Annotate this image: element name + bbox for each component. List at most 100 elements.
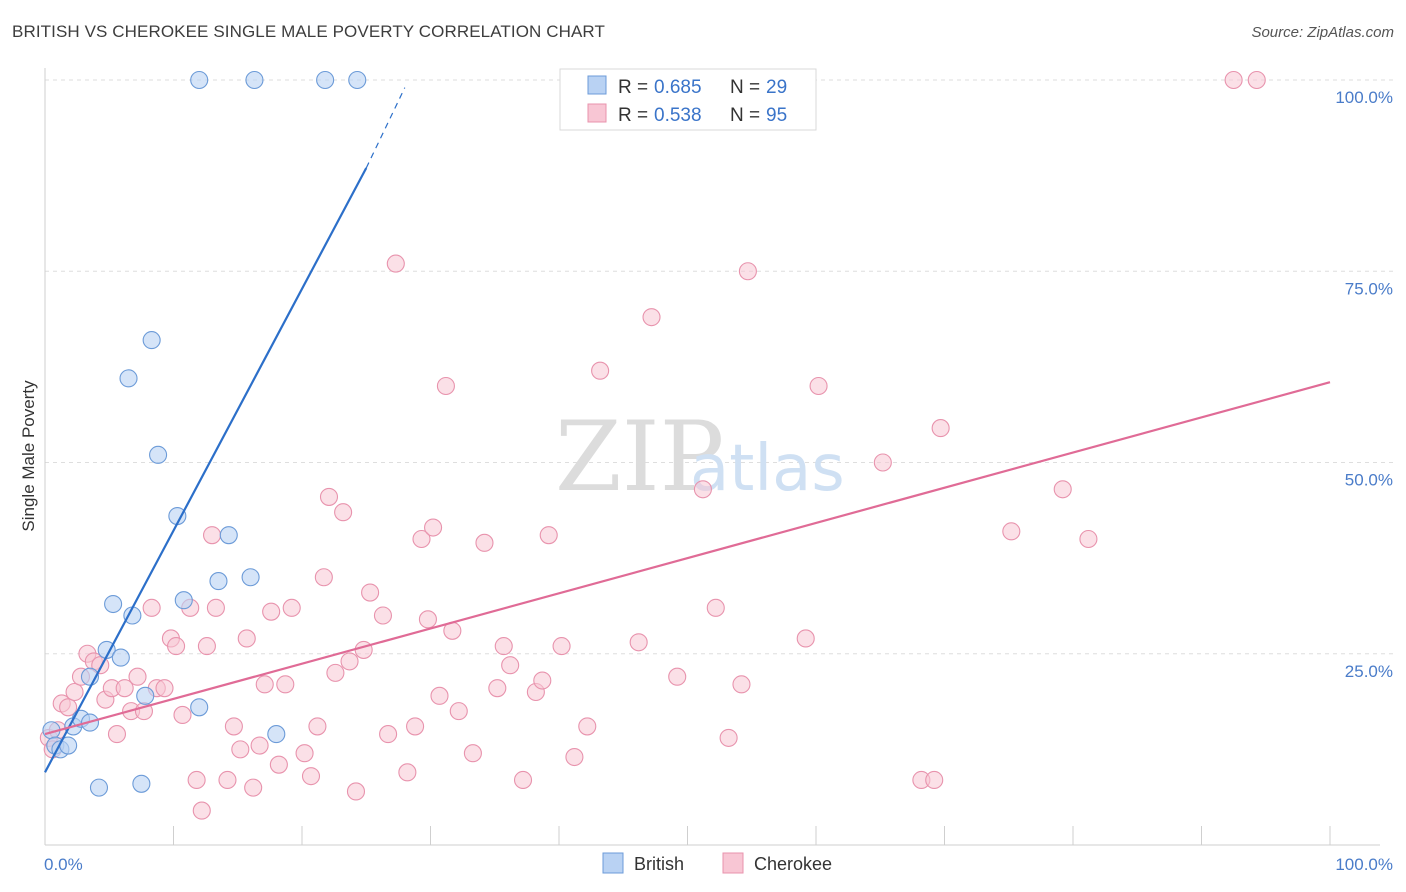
british-point-26 bbox=[267, 725, 286, 744]
y-tick-label-50: 50.0% bbox=[1345, 471, 1393, 490]
cherokee-point-51 bbox=[373, 606, 393, 625]
cherokee-point-77 bbox=[642, 308, 661, 327]
cherokee-point-66 bbox=[494, 637, 513, 656]
cherokee-point-5 bbox=[65, 682, 84, 702]
y-tick-label-75: 75.0% bbox=[1345, 279, 1393, 298]
cherokee-point-80 bbox=[706, 598, 725, 617]
legend: R = 0.685 N = 29 R = 0.538 N = 95 bbox=[559, 68, 817, 131]
axes bbox=[44, 68, 1380, 846]
cherokee-point-27 bbox=[203, 526, 222, 545]
chart-source: Source: ZipAtlas.com bbox=[1251, 24, 1394, 41]
british-trend-line bbox=[44, 167, 368, 773]
cherokee-point-30 bbox=[224, 717, 243, 736]
legend-cherokee-n-label: N = bbox=[730, 105, 760, 126]
cherokee-point-48 bbox=[346, 782, 366, 801]
british-point-10 bbox=[104, 594, 123, 614]
cherokee-point-25 bbox=[192, 801, 211, 820]
cherokee-point-65 bbox=[488, 679, 507, 698]
legend-british-swatch bbox=[587, 75, 607, 95]
cherokee-point-89 bbox=[931, 419, 950, 438]
cherokee-point-55 bbox=[406, 717, 425, 736]
cherokee-point-88 bbox=[925, 770, 944, 790]
bottom-legend-cherokee-swatch bbox=[722, 852, 744, 874]
cherokee-point-39 bbox=[282, 598, 301, 617]
bottom-legend-cherokee-label: Cherokee bbox=[754, 854, 832, 874]
british-points bbox=[42, 70, 367, 797]
cherokee-point-42 bbox=[308, 717, 327, 736]
cherokee-point-26 bbox=[197, 637, 216, 656]
cherokee-point-76 bbox=[629, 633, 648, 652]
cherokee-point-83 bbox=[738, 262, 757, 281]
cherokee-point-92 bbox=[1079, 529, 1098, 549]
cherokee-point-22 bbox=[173, 705, 192, 725]
cherokee-point-85 bbox=[809, 376, 828, 396]
cherokee-point-40 bbox=[295, 744, 314, 763]
cherokee-point-91 bbox=[1053, 480, 1072, 499]
british-point-21 bbox=[190, 70, 209, 90]
cherokee-point-52 bbox=[379, 725, 398, 744]
bottom-legend-british-label: British bbox=[634, 854, 684, 874]
cherokee-point-17 bbox=[142, 598, 161, 617]
x-ticks bbox=[44, 826, 1331, 845]
watermark-atlas: atlas bbox=[690, 432, 845, 506]
cherokee-point-82 bbox=[732, 675, 751, 694]
cherokee-point-90 bbox=[1002, 522, 1021, 541]
cherokee-point-72 bbox=[552, 637, 571, 656]
cherokee-point-68 bbox=[513, 770, 533, 790]
cherokee-point-94 bbox=[1247, 70, 1266, 90]
cherokee-point-70 bbox=[533, 671, 552, 690]
cherokee-point-29 bbox=[218, 770, 237, 790]
british-point-23 bbox=[219, 526, 238, 545]
cherokee-point-47 bbox=[340, 652, 359, 671]
trend-lines bbox=[44, 87, 1331, 773]
cherokee-point-93 bbox=[1224, 70, 1243, 90]
legend-british-r-label: R = bbox=[618, 77, 648, 98]
chart-title: BRITISH VS CHEROKEE SINGLE MALE POVERTY … bbox=[12, 22, 605, 41]
cherokee-point-53 bbox=[386, 254, 405, 273]
cherokee-point-58 bbox=[424, 518, 443, 537]
cherokee-point-15 bbox=[128, 667, 147, 686]
cherokee-point-12 bbox=[107, 725, 127, 744]
x-tick-label-0: 0.0% bbox=[44, 855, 83, 874]
cherokee-point-46 bbox=[334, 503, 353, 522]
legend-cherokee-r-label: R = bbox=[618, 105, 648, 126]
cherokee-point-73 bbox=[565, 747, 584, 767]
cherokee-point-21 bbox=[167, 637, 186, 656]
x-tick-label-100: 100.0% bbox=[1335, 855, 1393, 874]
cherokee-point-38 bbox=[276, 675, 295, 694]
legend-cherokee-swatch bbox=[587, 103, 607, 123]
cherokee-point-36 bbox=[262, 602, 281, 621]
cherokee-point-59 bbox=[430, 686, 449, 705]
bottom-legend: British Cherokee bbox=[602, 852, 832, 874]
cherokee-point-74 bbox=[578, 717, 597, 736]
grid-lines bbox=[45, 79, 1395, 655]
cherokee-point-67 bbox=[501, 656, 520, 675]
cherokee-point-54 bbox=[398, 763, 417, 782]
cherokee-point-64 bbox=[475, 533, 494, 552]
cherokee-point-78 bbox=[668, 667, 687, 686]
british-point-25 bbox=[245, 70, 264, 90]
y-tick-label-25: 25.0% bbox=[1345, 662, 1393, 681]
cherokee-point-86 bbox=[873, 453, 892, 472]
legend-cherokee-r-value: 0.538 bbox=[654, 105, 702, 126]
british-point-16 bbox=[142, 331, 161, 350]
cherokee-point-63 bbox=[463, 744, 482, 763]
cherokee-point-33 bbox=[244, 778, 263, 797]
british-point-28 bbox=[348, 70, 367, 90]
cherokee-point-62 bbox=[449, 702, 468, 721]
british-point-27 bbox=[316, 70, 335, 90]
legend-british-n-value: 29 bbox=[766, 77, 787, 98]
cherokee-point-31 bbox=[231, 740, 250, 759]
cherokee-point-79 bbox=[693, 480, 712, 499]
cherokee-point-75 bbox=[591, 361, 610, 380]
british-point-8 bbox=[89, 778, 109, 797]
cherokee-point-13 bbox=[115, 679, 134, 698]
british-point-17 bbox=[149, 445, 168, 464]
cherokee-point-84 bbox=[796, 629, 815, 648]
cherokee-point-35 bbox=[255, 675, 274, 694]
cherokee-point-4 bbox=[59, 698, 78, 717]
cherokee-point-34 bbox=[250, 736, 269, 755]
y-tick-label-100: 100.0% bbox=[1335, 88, 1393, 107]
british-point-14 bbox=[132, 774, 151, 793]
legend-british-r-value: 0.685 bbox=[654, 77, 702, 98]
